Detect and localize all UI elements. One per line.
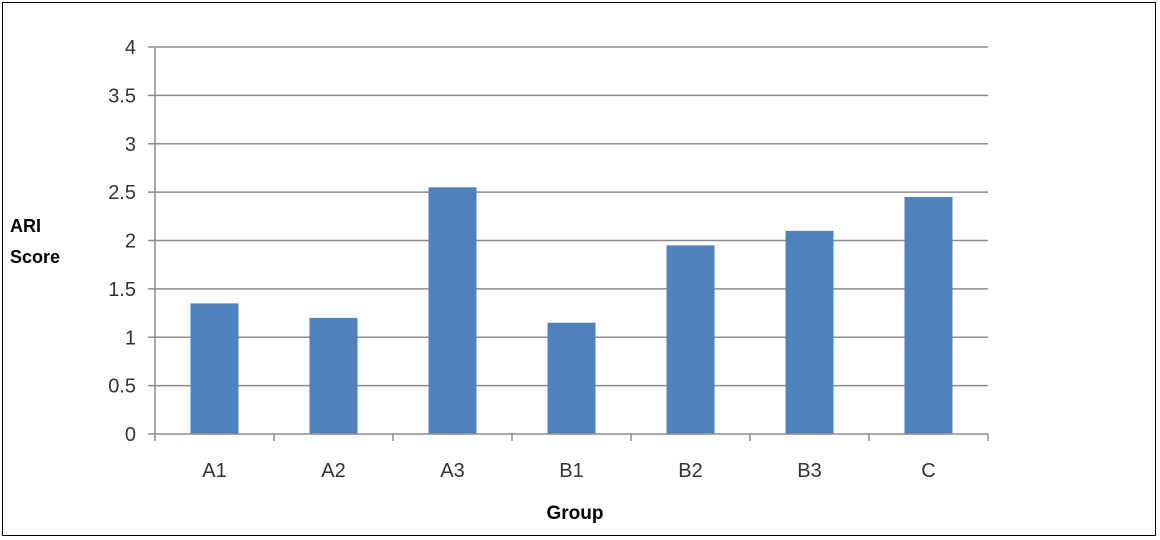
x-tick-label: B3: [797, 460, 821, 482]
y-tick-label: 2: [125, 231, 136, 253]
bars: [190, 187, 953, 434]
y-tick-label: 2.5: [108, 182, 136, 204]
bar-a1: [190, 303, 239, 434]
x-tick-label: B2: [678, 460, 702, 482]
y-tick-label: 0.5: [108, 376, 136, 398]
x-tick-label: A2: [321, 460, 345, 482]
y-tick-labels: 0 0.5 1 1.5 2 2.5 3 3.5 4: [108, 37, 136, 446]
bar-b1: [547, 322, 596, 434]
gridlines: [155, 46, 988, 387]
x-axis-label: Group: [547, 503, 604, 524]
y-tick-label: 1: [125, 327, 136, 349]
y-tick-label: 4: [125, 37, 136, 59]
bar-a3: [428, 187, 477, 434]
x-tick-label: B1: [559, 460, 583, 482]
bar-b2: [666, 245, 715, 434]
y-tick-label: 3: [125, 134, 136, 156]
y-tick-label: 3.5: [108, 85, 136, 107]
axes: [148, 46, 989, 441]
y-tick-label: 1.5: [108, 279, 136, 301]
bar-b3: [785, 230, 834, 434]
y-axis-label-line1: ARI: [10, 216, 41, 236]
x-tick-label: A1: [202, 460, 226, 482]
x-tick-labels: A1 A2 A3 B1 B2 B3 C: [202, 460, 935, 482]
bar-c: [904, 196, 953, 434]
y-tick-label: 0: [125, 424, 136, 446]
x-tick-label: A3: [440, 460, 464, 482]
bar-a2: [309, 317, 358, 434]
x-tick-label: C: [921, 460, 935, 482]
y-axis-label-line2: Score: [10, 247, 60, 267]
